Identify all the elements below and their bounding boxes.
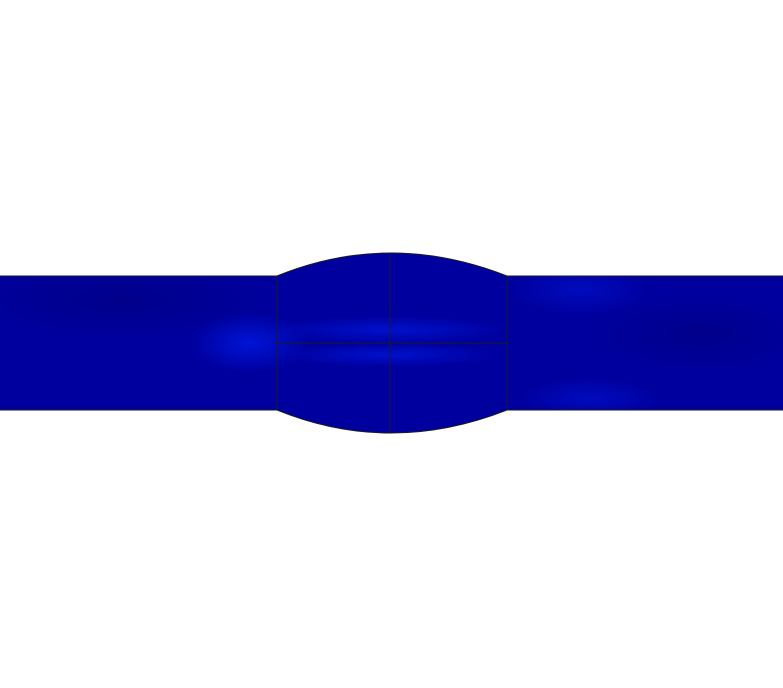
contour-hot-right-lower (520, 378, 660, 418)
weld-top-edge (276, 252, 508, 277)
contour-dark-left (0, 260, 280, 340)
contour-dark-right (590, 295, 783, 375)
contour-hot-right-upper (510, 265, 650, 315)
weld-bottom-edge (276, 409, 508, 434)
mesh-edges (0, 252, 783, 434)
model-body (0, 253, 783, 433)
